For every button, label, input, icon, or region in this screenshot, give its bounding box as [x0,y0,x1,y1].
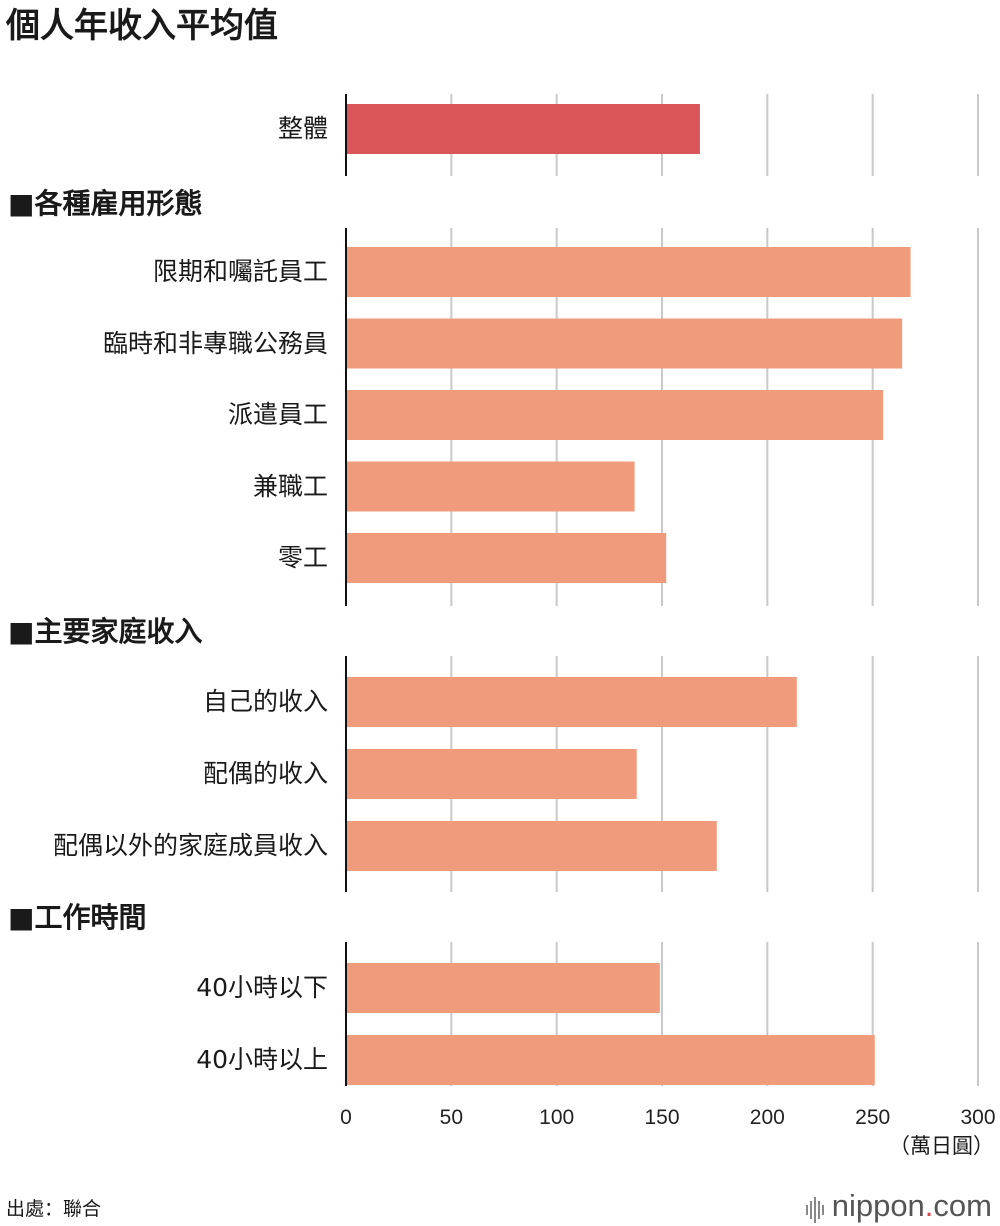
section-title: ■工作時間 [8,901,147,934]
x-tick-label: 0 [340,1106,352,1129]
section-title: ■主要家庭收入 [8,615,203,648]
category-label: 臨時和非專職公務員 [102,328,328,358]
x-tick-label: 200 [750,1106,785,1129]
bar [346,963,660,1013]
brand-name: nippon [831,1188,925,1223]
section-title: ■各種雇用形態 [8,187,203,220]
x-tick-label: 150 [644,1106,679,1129]
category-label: 40小時以下 [196,973,328,1002]
category-label: 整體 [277,114,328,143]
x-tick-label: 250 [855,1106,890,1129]
bar [346,104,700,154]
brand-logo: nippon.com [805,1188,992,1226]
category-label: 配偶以外的家庭成員收入 [52,831,328,860]
category-label: 零工 [277,543,328,572]
x-tick-label: 300 [960,1106,995,1129]
bar [346,1035,875,1085]
x-tick-label: 100 [539,1106,574,1129]
category-label: 派遣員工 [227,400,328,429]
category-label: 自己的收入 [202,687,328,716]
bar [346,533,667,583]
bar [346,390,884,440]
bar [346,247,911,297]
category-label: 40小時以上 [196,1045,328,1074]
category-label: 配偶的收入 [202,759,328,788]
bar [346,821,717,871]
brand-bars-icon [805,1190,826,1226]
x-axis-unit: （萬日圓） [889,1134,994,1158]
source-note: 出處：聯合 [6,1198,102,1220]
category-label: 兼職工 [252,471,328,501]
brand-dot: . [924,1188,934,1223]
brand-tld: com [933,1188,992,1223]
bar [346,461,635,512]
category-label: 限期和囑託員工 [152,257,328,286]
x-tick-label: 50 [440,1106,463,1129]
bar [346,749,637,799]
bar [346,318,903,369]
chart-title: 個人年收入平均值 [6,6,278,46]
bar [346,677,797,727]
